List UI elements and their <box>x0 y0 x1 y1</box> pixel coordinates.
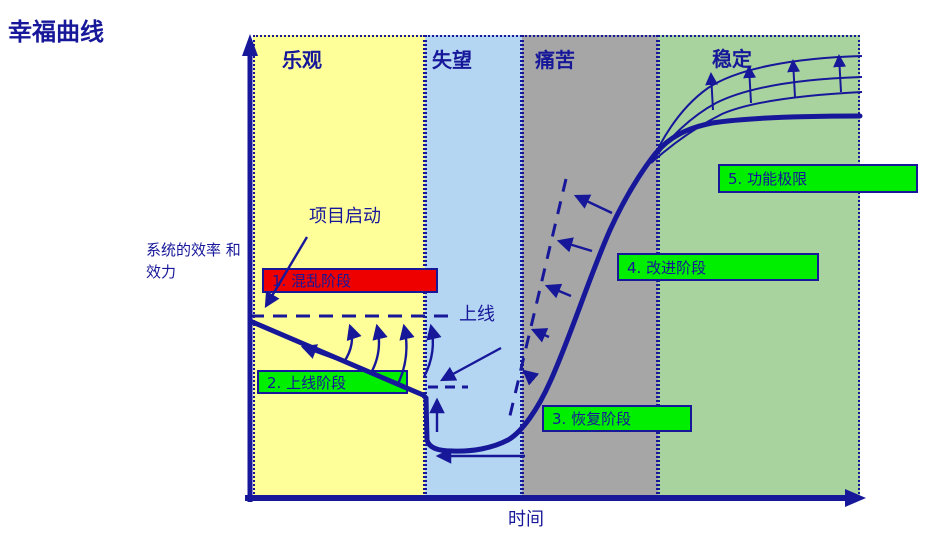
zone-disappointment <box>425 35 522 498</box>
stage-box-5-limit: 5. 功能极限 <box>718 164 918 193</box>
go-live-label: 上线 <box>459 304 495 325</box>
project-start-label: 项目启动 <box>309 206 381 227</box>
zone-optimism-label: 乐观 <box>282 48 322 72</box>
zone-stability-label: 稳定 <box>712 47 752 71</box>
page-title: 幸福曲线 <box>8 18 104 46</box>
zone-disappointment-label: 失望 <box>432 48 472 72</box>
stage-box-4-improvement: 4. 改进阶段 <box>617 253 819 281</box>
stage-box-3-recovery: 3. 恢复阶段 <box>542 405 692 432</box>
stage-box-2-golive: 2. 上线阶段 <box>257 370 408 394</box>
zone-pain-label: 痛苦 <box>535 48 575 72</box>
stage-box-1-chaos: 1. 混乱阶段 <box>262 268 438 293</box>
zone-optimism <box>253 35 425 498</box>
x-axis-label: 时间 <box>508 509 544 530</box>
y-axis-label: 系统的效率 和效力 <box>146 241 241 281</box>
